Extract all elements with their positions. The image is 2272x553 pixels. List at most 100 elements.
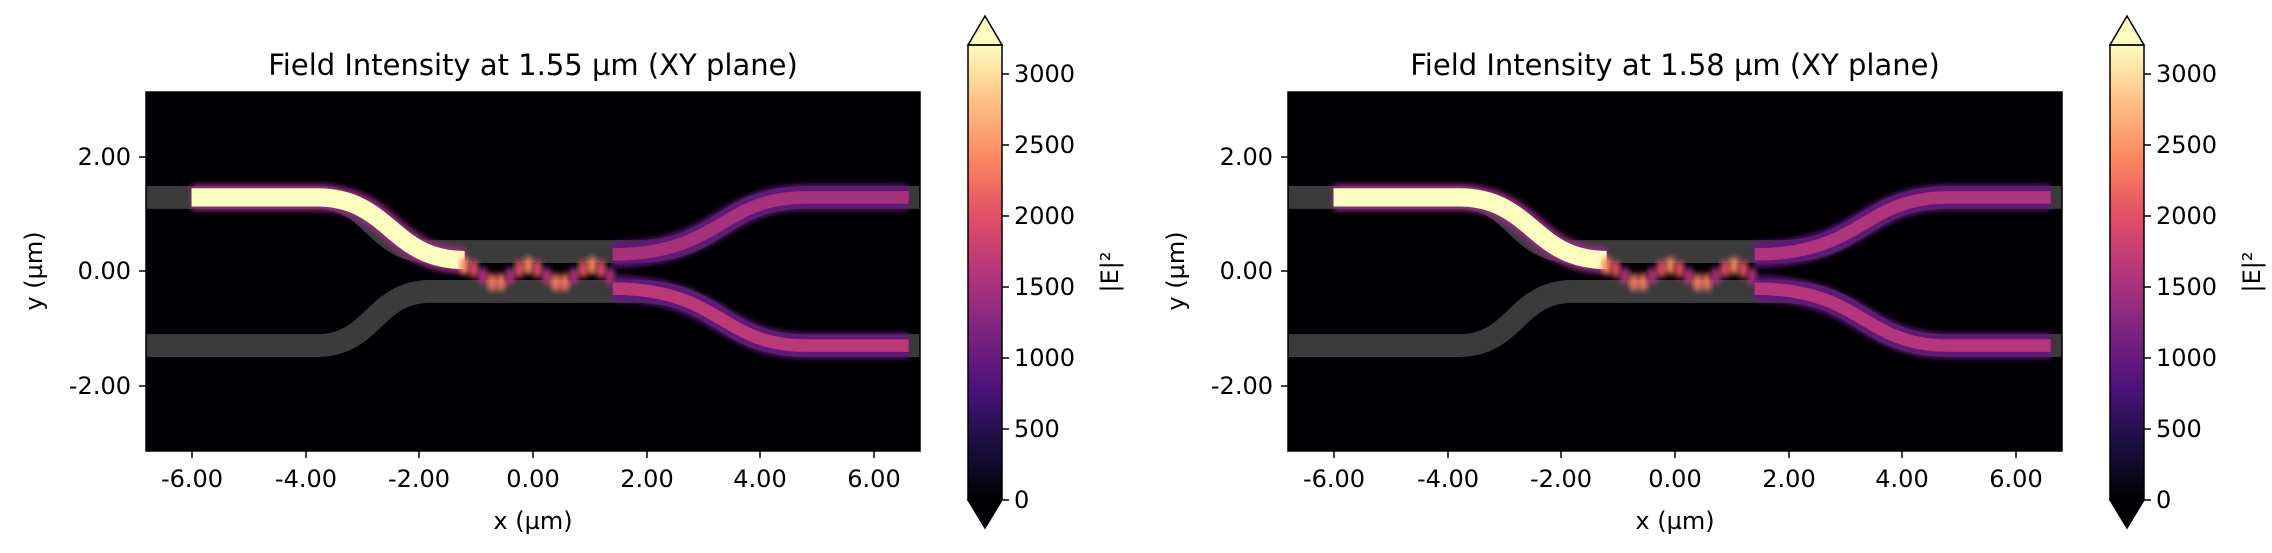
panel-1-colorbar-label: |E|² (1096, 252, 1124, 293)
panel-1-colorbar-frame (967, 44, 1003, 501)
panel-1-colorbar-tick-label: 1000 (1014, 344, 1075, 372)
coupler-field-spot (459, 256, 470, 275)
coupler-field-spot (1683, 267, 1694, 286)
input-field (1333, 188, 1608, 270)
coupler-field-spot (1710, 267, 1721, 286)
panel-1-x-tick-label: -4.00 (275, 465, 337, 493)
coupler-field-spot (1629, 273, 1640, 292)
panel-2-y-tick-label: 2.00 (1220, 143, 1273, 171)
panel-1-x-ticks: -6.00 -4.00 -2.00 0.00 2.00 4.00 6.00 (161, 451, 901, 493)
panel-2-x-tick-label: 6.00 (1989, 465, 2042, 493)
panel-2-x-tick-label: -4.00 (1417, 465, 1479, 493)
panel-1-x-tick-label: 6.00 (847, 465, 900, 493)
coupler-field-spot (505, 267, 516, 286)
coupler-field-spot (477, 267, 488, 286)
panel-1-y-tick-label: 2.00 (78, 143, 131, 171)
coupler-field-spot (1738, 260, 1749, 279)
upper-output-field (612, 191, 909, 261)
coupler-field-spot (468, 260, 479, 279)
panel-1-y-axis-label: y (µm) (20, 231, 48, 310)
panel-1-x-tick-label: 4.00 (733, 465, 786, 493)
panel-1-x-tick-label: -6.00 (161, 465, 223, 493)
panel-1-colorbar-extend-max (966, 14, 1004, 46)
coupler-field-spot (550, 273, 561, 292)
panel-2-colorbar-extend-max (2108, 14, 2146, 46)
coupler-field-spot (496, 273, 507, 292)
panel-2-colorbar-tick-label: 500 (2156, 415, 2202, 443)
panel-1-colorbar-tick-label: 2500 (1014, 131, 1075, 159)
coupler-field-spot (523, 256, 534, 275)
panel-1-colorbar-tick-label: 1500 (1014, 273, 1075, 301)
panel-2-x-axis-label: x (µm) (1635, 507, 1714, 535)
panel-1-x-tick-label: 2.00 (620, 465, 673, 493)
panel-2-x-ticks: -6.00 -4.00 -2.00 0.00 2.00 4.00 6.00 (1303, 451, 2043, 493)
panel-2-x-tick-label: 2.00 (1762, 465, 1815, 493)
panel-1-y-tick-label: -2.00 (69, 372, 131, 400)
panel-1-y-tick-label: 0.00 (78, 257, 131, 285)
panel-2-colorbar-tick-label: 3000 (2156, 60, 2217, 88)
coupler-field-spot (514, 259, 525, 278)
panel-2-colorbar-extend-min (2108, 499, 2146, 530)
panel-2-colorbar-tick-label: 1000 (2156, 344, 2217, 372)
panel-2-colorbar-tick-label: 1500 (2156, 273, 2217, 301)
coupler-field-spot (596, 260, 607, 279)
panel-2: Field Intensity at 1.58 µm (XY plane) -6… (1162, 14, 2266, 535)
coupler-field-spot (1638, 273, 1649, 292)
panel-1-title: Field Intensity at 1.55 µm (XY plane) (268, 48, 798, 82)
panel-1-plot (145, 91, 921, 452)
panel-2-x-tick-label: -2.00 (1530, 465, 1592, 493)
panel-1-colorbar-tick-label: 2000 (1014, 202, 1075, 230)
input-field (191, 188, 466, 270)
panel-1-x-tick-label: 0.00 (506, 465, 559, 493)
coupler-field-spot (1720, 259, 1731, 278)
coupler-field-spot (1647, 267, 1658, 286)
coupler-field-spot (1729, 256, 1740, 275)
coupler-field-spot (1665, 256, 1676, 275)
panel-2-x-tick-label: -6.00 (1303, 465, 1365, 493)
coupler-field-spot (1674, 260, 1685, 279)
panel-2-colorbar-tick-label: 2000 (2156, 202, 2217, 230)
panel-1-x-tick-label: -2.00 (388, 465, 450, 493)
panel-2-x-tick-label: 0.00 (1648, 465, 1701, 493)
panel-1-colorbar-tick-label: 0 (1014, 486, 1029, 514)
coupler-field-spot (1619, 267, 1630, 286)
panel-1-colorbar-tick-label: 3000 (1014, 60, 1075, 88)
panel-2-y-axis-label: y (µm) (1162, 231, 1190, 310)
panel-1-colorbar-extend-min (966, 499, 1004, 530)
coupler-field-spot (532, 260, 543, 279)
lower-output-field (1754, 282, 2051, 352)
panel-2-colorbar: 0 500 1000 1500 2000 2500 3000 |E|² (2108, 14, 2266, 530)
panel-1-colorbar: 0 500 1000 1500 2000 2500 3000 |E|² (966, 14, 1124, 530)
panel-1-y-ticks: 2.00 0.00 -2.00 (69, 143, 146, 400)
panel-2-title: Field Intensity at 1.58 µm (XY plane) (1410, 48, 1940, 82)
panel-2-field (1333, 184, 2051, 359)
panel-2-y-tick-label: -2.00 (1211, 372, 1273, 400)
coupler-field-spot (559, 272, 570, 291)
panel-2-y-tick-label: 0.00 (1220, 257, 1273, 285)
coupler-field-spot (568, 267, 579, 286)
panel-1-field (191, 184, 909, 359)
lower-output-field (612, 282, 909, 352)
panel-1: Field Intensity at 1.55 µm (XY plane) -6… (20, 14, 1124, 535)
upper-output-field (1754, 191, 2051, 261)
panel-2-colorbar-tick-label: 2500 (2156, 131, 2217, 159)
coupler-field-spot (578, 259, 589, 278)
panel-1-colorbar-gradient (968, 45, 1002, 500)
coupler-field-spot (487, 273, 498, 292)
coupler-field-spot (1692, 273, 1703, 292)
coupler-field-spot (1601, 256, 1612, 275)
panel-1-colorbar-tick-label: 500 (1014, 415, 1060, 443)
panel-1-x-axis-label: x (µm) (493, 507, 572, 535)
panel-2-y-ticks: 2.00 0.00 -2.00 (1211, 143, 1288, 400)
panel-2-colorbar-label: |E|² (2238, 252, 2266, 293)
panel-2-colorbar-frame (2109, 44, 2145, 501)
panel-2-plot (1287, 91, 2063, 452)
coupler-field-spot (1610, 260, 1621, 279)
panel-2-x-tick-label: 4.00 (1875, 465, 1928, 493)
coupler-field-spot (1701, 272, 1712, 291)
coupler-field-spot (1656, 259, 1667, 278)
panel-2-colorbar-tick-label: 0 (2156, 486, 2171, 514)
coupler-field-spot (541, 267, 552, 286)
panel-2-colorbar-gradient (2110, 45, 2144, 500)
